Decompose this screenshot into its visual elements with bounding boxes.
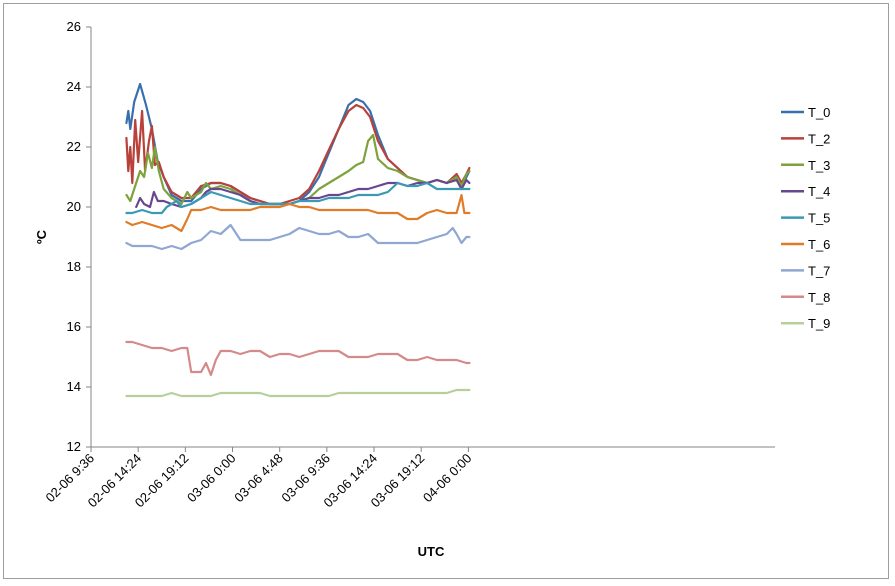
legend-label: T_5 bbox=[808, 211, 830, 226]
series-line-T_8 bbox=[125, 340, 471, 377]
x-axis-title: UTC bbox=[418, 544, 445, 559]
y-tick-label: 16 bbox=[67, 319, 81, 334]
plot-area bbox=[125, 82, 471, 398]
x-tick-label: 03-06 0:00 bbox=[184, 451, 239, 506]
y-tick-label: 18 bbox=[67, 259, 81, 274]
y-tick-label: 20 bbox=[67, 199, 81, 214]
series-line-T_3 bbox=[125, 133, 471, 206]
legend-label: T_7 bbox=[808, 263, 830, 278]
y-tick-label: 24 bbox=[67, 79, 81, 94]
chart-frame bbox=[3, 3, 889, 579]
y-axis-title: ºC bbox=[34, 229, 49, 244]
legend: T_0 T_2 T_3 T_4 T_5 T_6 T_7 T_8 T_9 bbox=[781, 105, 830, 331]
legend-label: T_0 bbox=[808, 105, 830, 120]
series-line-T_6 bbox=[125, 193, 471, 233]
legend-label: T_4 bbox=[808, 184, 830, 199]
legend-label: T_3 bbox=[808, 158, 830, 173]
x-tick-label: 03-06 4:48 bbox=[231, 451, 286, 506]
legend-label: T_6 bbox=[808, 237, 830, 252]
y-tick-label: 14 bbox=[67, 379, 81, 394]
series-line-T_7 bbox=[125, 223, 471, 251]
legend-label: T_8 bbox=[808, 290, 830, 305]
x-tick-label: 04-06 0:00 bbox=[420, 451, 475, 506]
series-line-T_9 bbox=[125, 388, 471, 398]
y-tick-label: 12 bbox=[67, 439, 81, 454]
series-line-T_2 bbox=[125, 103, 471, 206]
legend-label: T_2 bbox=[808, 131, 830, 146]
legend-label: T_9 bbox=[808, 316, 830, 331]
y-tick-label: 22 bbox=[67, 139, 81, 154]
y-tick-label: 26 bbox=[67, 19, 81, 34]
